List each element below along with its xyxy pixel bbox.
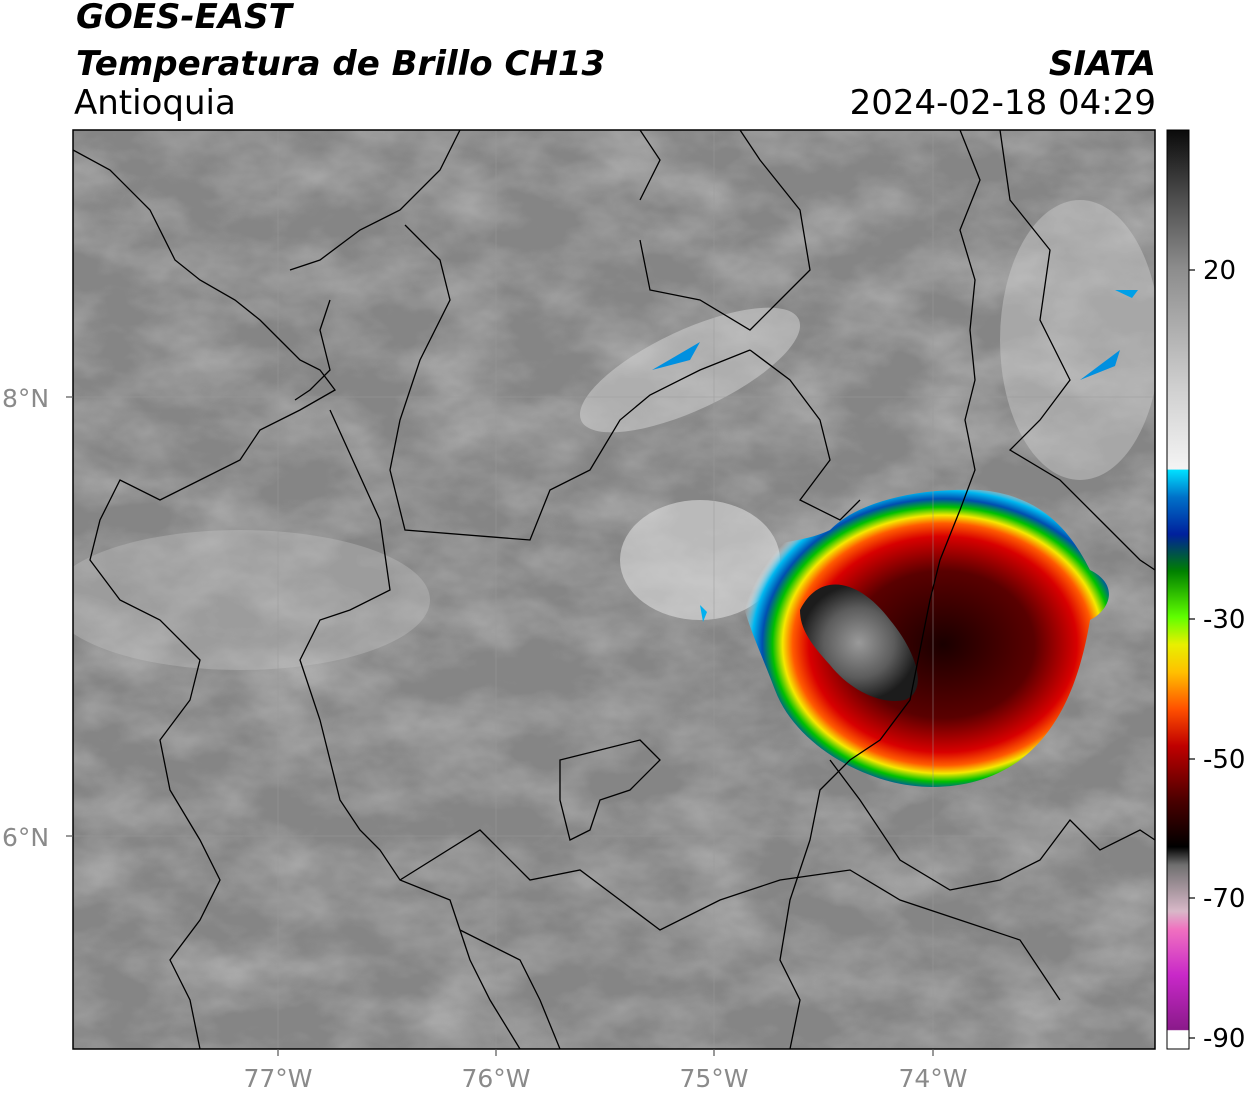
lat-label-6n: 6°N <box>2 823 50 852</box>
cold-cell-east <box>1080 350 1120 380</box>
overshooting-top <box>800 584 918 701</box>
border-antioquia-west <box>389 224 751 541</box>
border-north-east <box>639 130 811 331</box>
border-southwest <box>459 929 561 1049</box>
coastline <box>73 149 336 1049</box>
convective-storm <box>740 489 1109 787</box>
lat-label-8n: 8°N <box>2 384 50 413</box>
boundaries <box>73 130 1155 1049</box>
border-interior-south <box>399 829 1061 1001</box>
cloud-band-east <box>1000 200 1155 480</box>
colorbar-label-minus70: -70 <box>1203 884 1246 914</box>
colorbar-label-minus50: -50 <box>1203 745 1246 775</box>
graticule <box>73 130 1155 1049</box>
colorbar-label-minus30: -30 <box>1203 605 1246 635</box>
colorbar-label-20: 20 <box>1203 256 1237 286</box>
border-santander <box>999 130 1155 571</box>
satellite-title: GOES-EAST <box>76 0 292 37</box>
lon-label-74w: 74°W <box>898 1064 968 1093</box>
agency-label: SIATA <box>1048 44 1156 84</box>
lon-label-76w: 76°W <box>461 1064 531 1093</box>
axis-ticks <box>66 396 934 1056</box>
cloud-band-north <box>579 307 801 433</box>
cold-cell-northeast <box>1115 290 1138 298</box>
lake-outline <box>559 739 661 841</box>
cold-cell-north <box>652 342 700 370</box>
cloud-band-west <box>73 530 430 670</box>
colorbar <box>1166 129 1190 1050</box>
border-east-south <box>829 759 1155 891</box>
lon-label-77w: 77°W <box>243 1064 313 1093</box>
border-choco-south <box>299 409 521 1049</box>
imagery-layer <box>73 130 1155 1049</box>
border-magdalena <box>779 130 981 1049</box>
lon-label-75w: 75°W <box>679 1064 749 1093</box>
coastline-gulf <box>289 130 461 271</box>
timestamp-label: 2024-02-18 04:29 <box>849 83 1156 123</box>
cold-cell-isolated <box>700 605 707 622</box>
product-title: Temperatura de Brillo CH13 <box>76 44 606 84</box>
colorbar-label-minus90: -90 <box>1203 1024 1246 1054</box>
border-east <box>749 349 861 521</box>
coastline-inner <box>294 299 331 401</box>
colorbar-ticks <box>1189 269 1195 1039</box>
map-frame <box>72 129 1156 1050</box>
region-label: Antioquia <box>74 83 236 123</box>
border-antioquia-north <box>639 130 661 201</box>
